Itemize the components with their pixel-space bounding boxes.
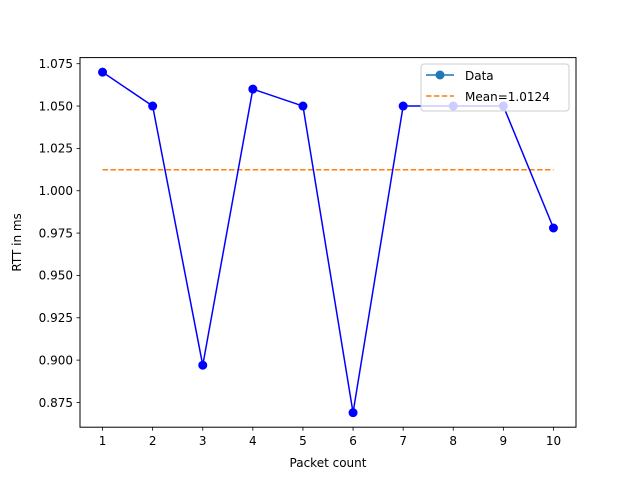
x-tick-label: 5 [299, 434, 307, 448]
y-tick-label: 0.925 [39, 311, 73, 325]
y-tick-label: 0.900 [39, 353, 73, 367]
data-point [248, 84, 258, 94]
data-point [198, 360, 208, 370]
legend-mean-label: Mean=1.0124 [465, 90, 550, 104]
x-tick-label: 10 [546, 434, 561, 448]
x-axis-label: Packet count [290, 456, 367, 470]
legend-data-label: Data [465, 69, 494, 83]
data-point [98, 67, 108, 77]
x-tick-label: 9 [500, 434, 508, 448]
y-tick-label: 1.050 [39, 99, 73, 113]
data-point [348, 408, 358, 418]
data-point [148, 101, 158, 111]
y-axis-ticks: 0.875 0.900 0.925 0.950 0.975 1.000 1.025 1.050… [39, 57, 80, 410]
legend-box [420, 63, 570, 112]
plot-area-frame [79, 57, 577, 428]
y-tick-label: 0.875 [39, 396, 73, 410]
y-tick-label: 1.075 [39, 57, 73, 71]
x-tick-label: 1 [99, 434, 107, 448]
data-point [548, 223, 558, 233]
y-tick-label: 1.025 [39, 142, 73, 156]
legend-data-marker-icon [435, 70, 445, 80]
y-axis-label: RTT in ms [10, 213, 24, 271]
y-tick-label: 1.000 [39, 184, 73, 198]
x-tick-label: 4 [249, 434, 257, 448]
y-tick-label: 0.975 [39, 226, 73, 240]
y-tick-label: 0.950 [39, 269, 73, 283]
x-tick-label: 8 [449, 434, 457, 448]
data-point [298, 101, 308, 111]
x-axis-ticks: 1 2 3 4 5 6 7 8 9 10 [99, 427, 561, 448]
x-tick-label: 2 [149, 434, 157, 448]
x-tick-label: 7 [399, 434, 407, 448]
data-point [398, 101, 408, 111]
x-tick-label: 3 [199, 434, 207, 448]
x-tick-label: 6 [349, 434, 357, 448]
legend: Data Mean=1.0124 [420, 63, 570, 112]
